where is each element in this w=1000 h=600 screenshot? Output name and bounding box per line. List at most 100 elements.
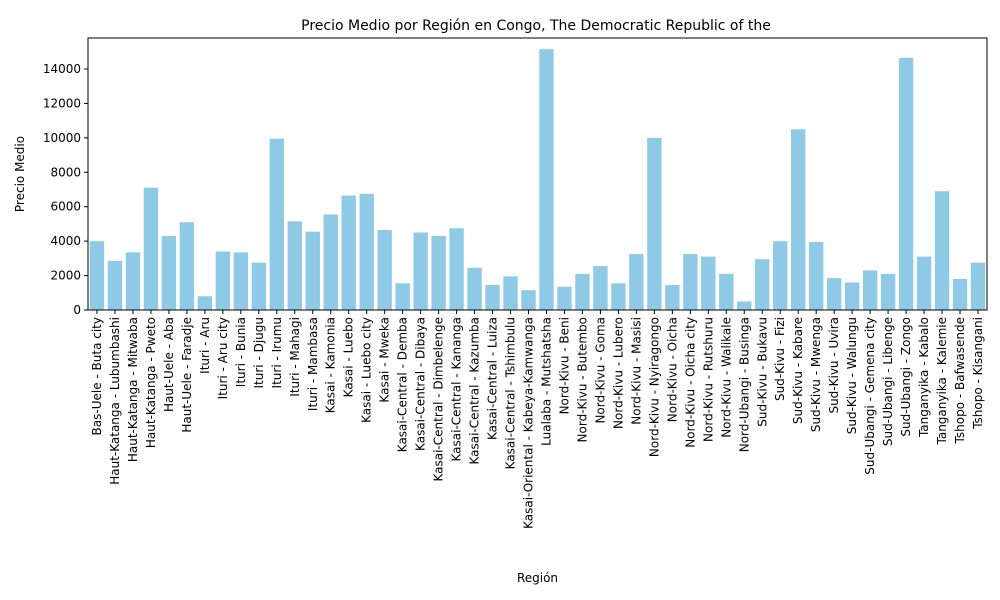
x-tick-label: Ituri - Aru xyxy=(198,317,212,374)
bar xyxy=(287,221,302,310)
bar xyxy=(269,138,284,310)
x-tick-label: Nord-Kivu - Beni xyxy=(557,317,571,414)
y-tick-label: 10000 xyxy=(43,131,81,145)
bar xyxy=(557,286,572,310)
x-tick-label: Sud-Kivu - Uvira xyxy=(827,317,841,414)
x-tick-label: Haut-Uele - Faradje xyxy=(180,317,194,433)
bar xyxy=(377,229,392,310)
x-tick-label: Kasai-Oriental - Kabeya-Kamwanga xyxy=(522,317,536,529)
bar xyxy=(449,228,464,310)
x-tick-label: Tshopo - Bafwasende xyxy=(953,317,967,444)
plot-frame xyxy=(87,37,988,311)
x-tick-label: Ituri - Irumu xyxy=(270,317,284,388)
x-tick-label: Haut-Katanga - Pweto xyxy=(144,317,158,448)
bar xyxy=(773,241,788,310)
bar xyxy=(539,49,554,310)
bar xyxy=(647,137,662,310)
x-tick-label: Nord-Kivu - Nyiragongo xyxy=(647,317,661,457)
x-tick-label: Kasai-Central - Kazumba xyxy=(468,317,482,465)
x-tick-label: Nord-Kivu - Rutshuru xyxy=(701,317,715,442)
y-tick-label: 8000 xyxy=(50,165,81,179)
x-axis-label: Región xyxy=(517,571,558,585)
x-tick-label: Nord-Kivu - Lubero xyxy=(611,317,625,429)
x-tick-label: Kasai-Central - Dimbelenge xyxy=(432,317,446,482)
y-tick-label: 0 xyxy=(73,303,81,317)
x-tick-label: Ituri - Mahagi xyxy=(288,317,302,397)
x-tick-label: Nord-Kivu - Oicha city xyxy=(683,317,697,448)
x-axis: Bas-Uele - Buta city Haut-Katanga - Lubum… xyxy=(90,310,985,529)
bar xyxy=(431,235,446,310)
x-tick-label: Kasai-Central - Demba xyxy=(396,317,410,452)
x-tick-label: Nord-Kivu - Oicha xyxy=(665,317,679,422)
bar xyxy=(826,278,842,310)
plot-area xyxy=(89,49,986,310)
x-tick-label: Kasai - Luebo xyxy=(342,317,356,397)
chart-title: Precio Medio por Región en Congo, The De… xyxy=(301,18,771,34)
x-tick-label: Haut-Katanga - Lubumbashi xyxy=(108,317,122,485)
bar xyxy=(611,283,626,310)
x-tick-label: Kasai - Luebo city xyxy=(360,317,374,423)
bar xyxy=(125,252,141,310)
x-tick-label: Haut-Uele - Aba xyxy=(162,317,176,412)
bar xyxy=(251,262,266,310)
x-tick-label: Tanganyika - Kalemie xyxy=(935,317,949,446)
bar xyxy=(880,273,896,310)
x-tick-label: Ituri - Bunia xyxy=(234,317,248,387)
y-tick-label: 2000 xyxy=(50,269,81,283)
x-tick-label: Kasai-Central - Dibaya xyxy=(414,317,428,451)
x-tick-label: Ituri - Aru city xyxy=(216,317,230,399)
bar xyxy=(521,290,536,310)
y-tick-label: 12000 xyxy=(43,96,81,110)
x-tick-label: Nord-Ubangi - Businga xyxy=(737,317,751,452)
y-tick-label: 4000 xyxy=(50,234,81,248)
bar xyxy=(395,283,410,310)
x-tick-label: Sud-Kivu - Bukavu xyxy=(755,317,769,427)
x-tick-label: Sud-Ubangi - Zongo xyxy=(899,317,913,437)
x-tick-label: Bas-Uele - Buta city xyxy=(90,317,104,435)
bar xyxy=(143,187,159,310)
bar xyxy=(719,273,734,310)
bar xyxy=(665,285,680,310)
x-tick-label: Kasai-Central - Luiza xyxy=(486,317,500,440)
bar xyxy=(737,301,752,310)
bar xyxy=(485,285,500,310)
bar xyxy=(683,254,698,310)
bar xyxy=(916,256,932,310)
x-tick-label: Kasai-Central - Kananga xyxy=(450,317,464,461)
y-tick-label: 6000 xyxy=(50,200,81,214)
y-axis-label: Precio Medio xyxy=(13,136,27,212)
x-tick-label: Sud-Kivu - Kabare xyxy=(791,317,805,424)
bar xyxy=(934,191,950,310)
bar xyxy=(503,276,518,310)
x-tick-label: Sud-Ubangi - Gemena city xyxy=(863,317,877,475)
x-tick-label: Sud-Kivu - Fizi xyxy=(773,317,787,401)
bar xyxy=(593,266,608,310)
bar xyxy=(359,193,374,310)
bar xyxy=(233,252,249,310)
x-tick-label: Ituri - Djugu xyxy=(252,317,266,388)
bar xyxy=(844,282,860,310)
bar xyxy=(161,235,177,310)
x-tick-label: Tanganyika - Kabalo xyxy=(917,317,931,438)
bar xyxy=(629,254,644,310)
bar xyxy=(862,270,878,310)
bar xyxy=(701,256,716,310)
x-tick-label: Nord-Kivu - Butembo xyxy=(575,317,589,442)
x-tick-label: Sud-Kivu - Walungu xyxy=(845,317,859,434)
bar xyxy=(970,262,986,310)
x-tick-label: Sud-Ubangi - Libenge xyxy=(881,317,895,446)
bar xyxy=(791,129,806,310)
bar xyxy=(323,214,338,310)
bar xyxy=(413,232,428,310)
x-tick-label: Nord-Kivu - Masisi xyxy=(629,317,643,425)
bar xyxy=(197,296,213,310)
y-tick-label: 14000 xyxy=(43,62,81,76)
x-tick-label: Kasai-Central - Tshimbulu xyxy=(504,317,518,469)
bar xyxy=(809,242,824,310)
bar xyxy=(215,251,231,310)
x-tick-label: Tshopo - Kisangani xyxy=(971,317,985,430)
x-tick-label: Kasai - Kamonia xyxy=(324,317,338,413)
x-tick-label: Lualaba - Mutshatsha xyxy=(539,317,553,446)
bar xyxy=(898,57,914,310)
x-tick-label: Ituri - Mambasa xyxy=(306,317,320,411)
